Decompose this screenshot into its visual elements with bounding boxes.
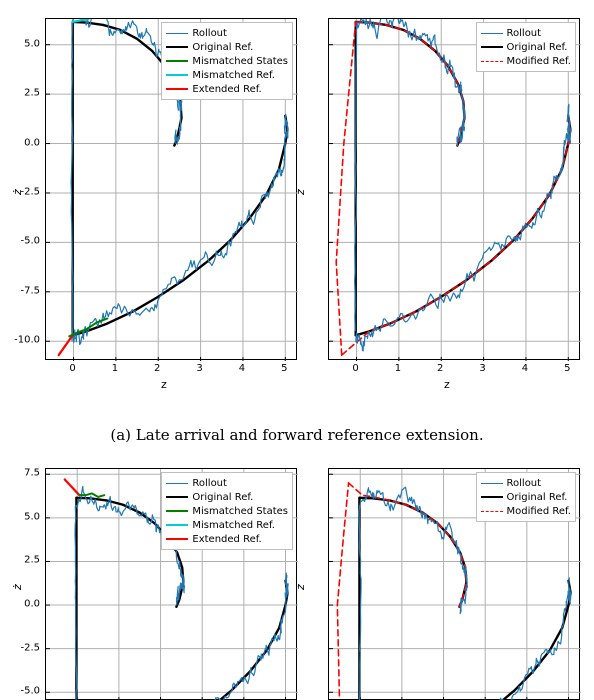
- y-tick-label: -2.5: [20, 642, 40, 653]
- y-tick-label: -5.0: [20, 236, 40, 247]
- legend-swatch: [481, 483, 503, 484]
- x-tick-label: 3: [196, 363, 202, 374]
- legend-label: Rollout: [507, 478, 542, 489]
- x-tick-label: 2: [437, 363, 443, 374]
- y-axis-label-bottom-right: ż: [294, 584, 307, 590]
- y-tick-label: 7.5: [24, 468, 40, 479]
- legend-item: Original Ref.: [166, 40, 288, 54]
- legend-swatch: [166, 88, 188, 90]
- y-tick-label: -5.0: [20, 686, 40, 697]
- legend-label: Mismatched States: [192, 506, 288, 517]
- legend-top-right: Rollout Original Ref. Modified Ref.: [476, 22, 576, 72]
- x-tick-label: 1: [112, 363, 118, 374]
- x-tick-label: 3: [479, 363, 485, 374]
- legend-bottom-right: Rollout Original Ref. Modified Ref.: [476, 472, 576, 522]
- y-tick-label: 2.5: [24, 555, 40, 566]
- x-tick-label: 0: [352, 363, 358, 374]
- y-tick-label: 5.0: [24, 38, 40, 49]
- legend-item: Original Ref.: [166, 490, 288, 504]
- y-axis-label-bottom-left: ż: [11, 584, 24, 590]
- y-tick-label: 2.5: [24, 88, 40, 99]
- legend-label: Original Ref.: [192, 42, 253, 53]
- legend-item: Rollout: [166, 476, 288, 490]
- legend-swatch: [481, 496, 503, 498]
- legend-label: Mismatched Ref.: [192, 70, 275, 81]
- x-tick-label: 4: [239, 363, 245, 374]
- x-axis-label-top-left: z: [161, 378, 167, 391]
- legend-label: Modified Ref.: [507, 56, 571, 67]
- legend-item: Extended Ref.: [166, 532, 288, 546]
- legend-swatch: [166, 483, 188, 484]
- x-axis-label-top-right: z: [444, 378, 450, 391]
- legend-swatch: [166, 524, 188, 526]
- legend-label: Rollout: [507, 28, 542, 39]
- legend-label: Extended Ref.: [192, 534, 261, 545]
- subfigure-caption: (a) Late arrival and forward reference e…: [0, 426, 594, 444]
- legend-swatch: [481, 33, 503, 34]
- legend-item: Rollout: [481, 26, 571, 40]
- legend-label: Mismatched States: [192, 56, 288, 67]
- legend-item: Mismatched States: [166, 504, 288, 518]
- legend-item: Mismatched Ref.: [166, 518, 288, 532]
- legend-swatch: [166, 33, 188, 34]
- legend-item: Modified Ref.: [481, 54, 571, 68]
- legend-label: Mismatched Ref.: [192, 520, 275, 531]
- x-tick-label: 4: [522, 363, 528, 374]
- legend-swatch: [481, 46, 503, 48]
- legend-label: Rollout: [192, 28, 227, 39]
- legend-swatch: [166, 510, 188, 512]
- x-tick-label: 5: [281, 363, 287, 374]
- y-tick-label: -2.5: [20, 186, 40, 197]
- x-tick-label: 0: [69, 363, 75, 374]
- legend-item: Mismatched States: [166, 54, 288, 68]
- legend-swatch: [166, 74, 188, 76]
- legend-swatch: [481, 511, 503, 512]
- y-tick-label: 0.0: [24, 137, 40, 148]
- legend-label: Original Ref.: [192, 492, 253, 503]
- legend-bottom-left: Rollout Original Ref. Mismatched States Mis…: [161, 472, 293, 550]
- y-tick-label: 0.0: [24, 599, 40, 610]
- legend-swatch: [166, 496, 188, 498]
- y-tick-label: 5.0: [24, 511, 40, 522]
- legend-label: Modified Ref.: [507, 506, 571, 517]
- y-tick-label: -10.0: [14, 335, 40, 346]
- y-tick-label: -7.5: [20, 285, 40, 296]
- legend-item: Rollout: [481, 476, 571, 490]
- legend-label: Original Ref.: [507, 42, 568, 53]
- x-tick-label: 5: [564, 363, 570, 374]
- legend-swatch: [481, 61, 503, 62]
- legend-swatch: [166, 538, 188, 540]
- legend-item: Original Ref.: [481, 490, 571, 504]
- legend-item: Extended Ref.: [166, 82, 288, 96]
- legend-item: Mismatched Ref.: [166, 68, 288, 82]
- legend-item: Modified Ref.: [481, 504, 571, 518]
- legend-label: Original Ref.: [507, 492, 568, 503]
- legend-label: Rollout: [192, 478, 227, 489]
- legend-label: Extended Ref.: [192, 84, 261, 95]
- legend-top-left: Rollout Original Ref. Mismatched States Mis…: [161, 22, 293, 100]
- legend-item: Rollout: [166, 26, 288, 40]
- y-axis-label-top-right: ż: [294, 189, 307, 195]
- x-tick-label: 2: [154, 363, 160, 374]
- legend-swatch: [166, 60, 188, 62]
- legend-item: Original Ref.: [481, 40, 571, 54]
- legend-swatch: [166, 46, 188, 48]
- x-tick-label: 1: [395, 363, 401, 374]
